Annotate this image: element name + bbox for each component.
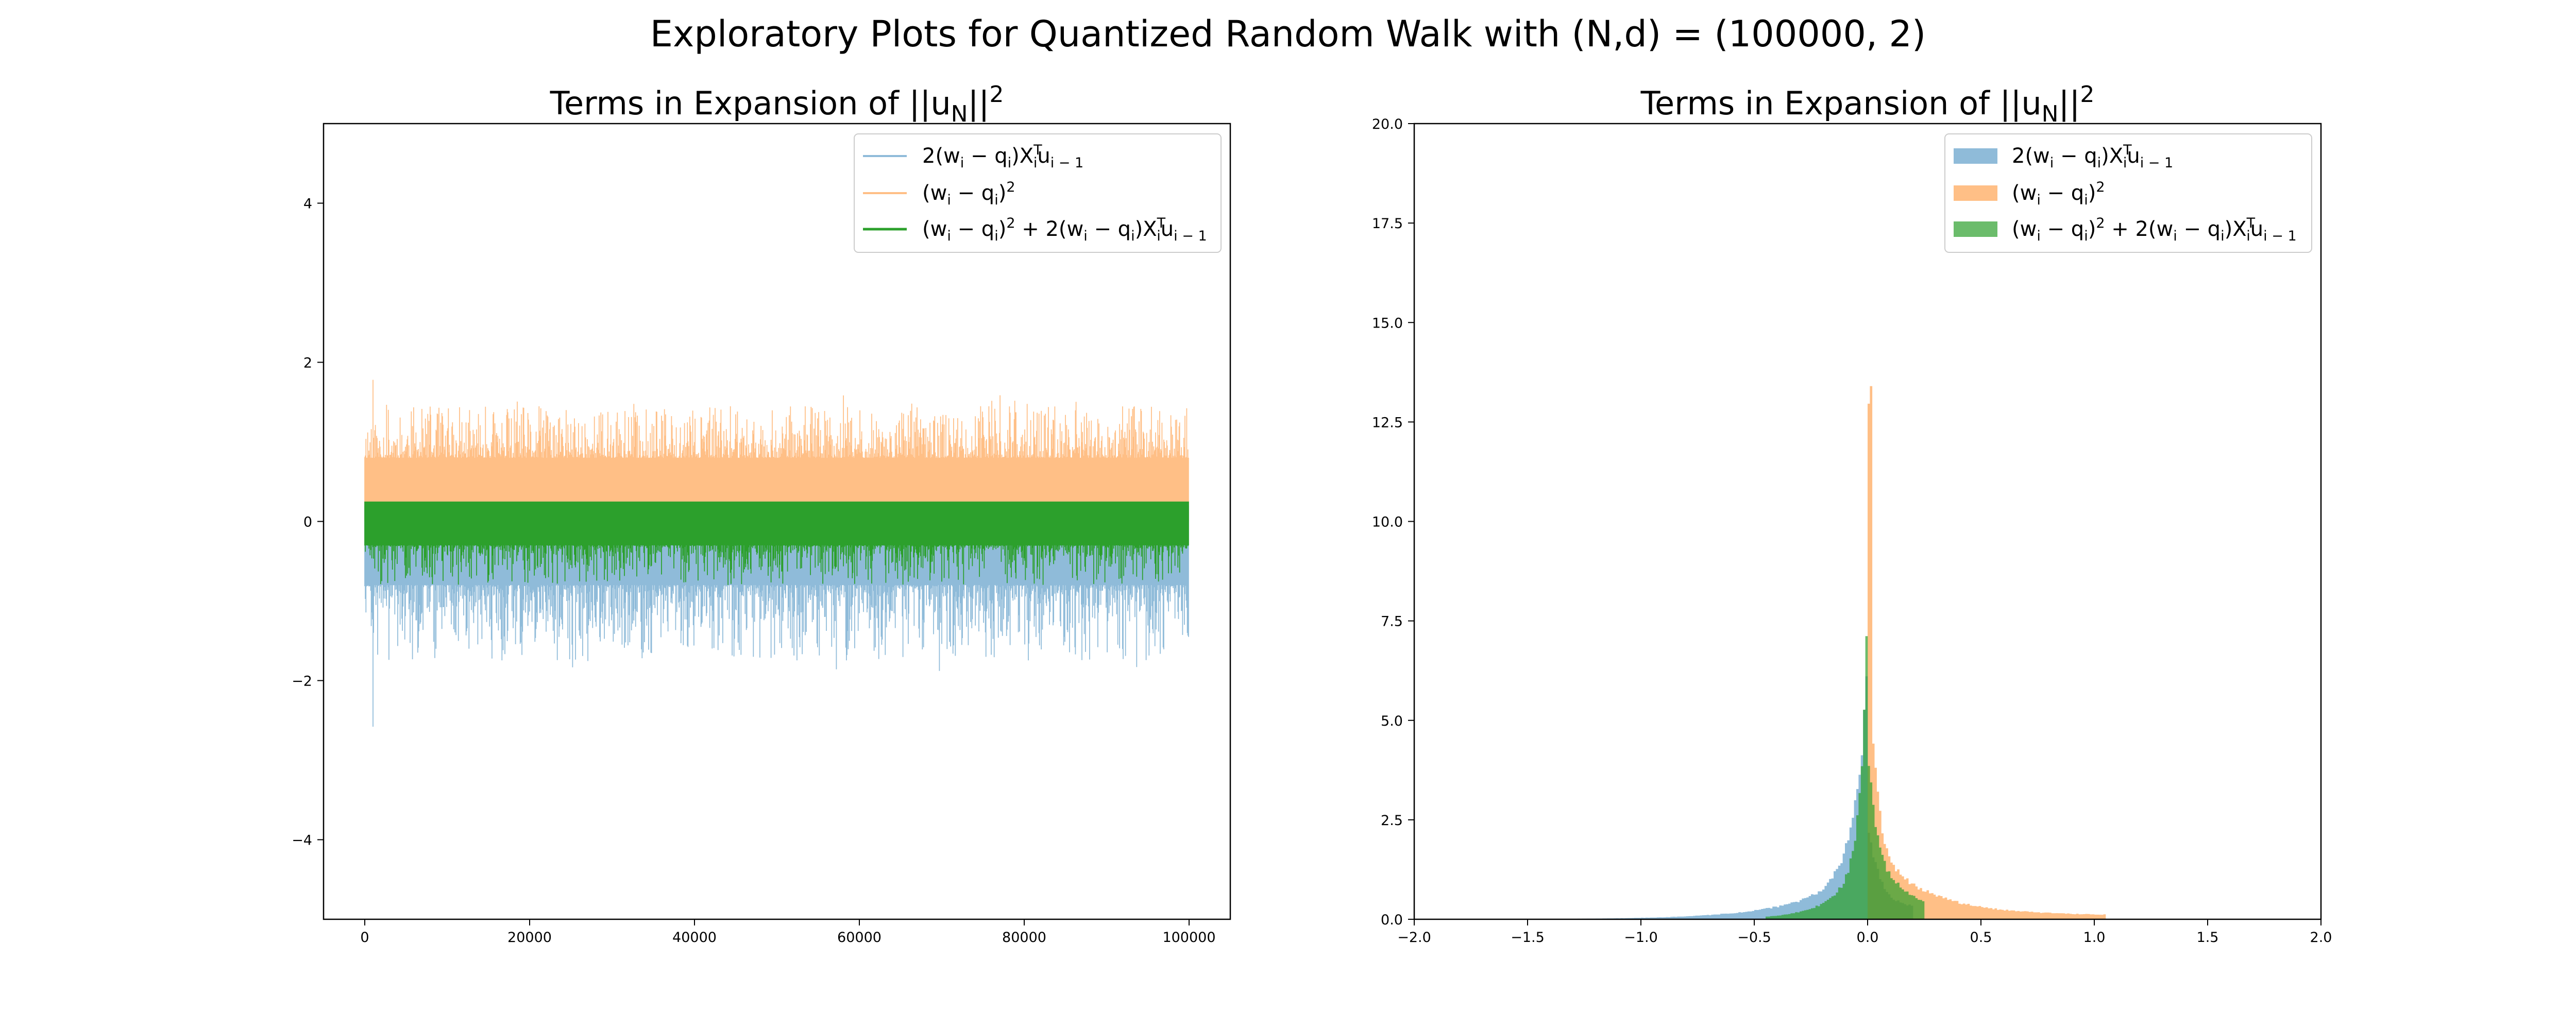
x-tick-label: 0.0 <box>1857 930 1879 946</box>
histogram-axes: −2.0 −1.5 −1.0 −0.5 0.0 0.5 1.0 1.5 2.0 0.0 2.5 5.0… <box>1372 116 2332 946</box>
x-tick-label: 80000 <box>1002 930 1046 946</box>
histogram-panel: Terms in Expansion of ||uN||2 −2.0 −1.5 −1… <box>1372 81 2332 946</box>
y-tick-label: 15.0 <box>1372 315 1403 331</box>
figure-suptitle: Exploratory Plots for Quantized Random W… <box>650 13 1926 55</box>
y-tick-label: 7.5 <box>1381 614 1403 630</box>
line-plot-panel: Terms in Expansion of ||uN||2 0 20000 4000… <box>292 81 1231 946</box>
x-tick-label: 100000 <box>1162 930 1215 946</box>
y-tick-label: 0 <box>303 514 312 530</box>
y-tick-label: 12.5 <box>1372 415 1403 431</box>
x-tick-label: 0 <box>360 930 369 946</box>
line-plot-title: Terms in Expansion of ||uN||2 <box>550 81 1004 127</box>
squared-term-line <box>364 380 1189 522</box>
x-tick-label: 20000 <box>507 930 552 946</box>
y-tick-label: 4 <box>303 196 312 212</box>
histogram-legend-label-cross-term: 2(wi − qi)XT iui − 1 <box>2012 142 2173 171</box>
histogram-legend-swatch-sum <box>1954 221 1997 237</box>
histogram-data <box>1550 386 2106 920</box>
histogram-title: Terms in Expansion of ||uN||2 <box>1640 81 2095 127</box>
line-plot-legend-label-squared-term: (wi − qi)2 <box>922 179 1015 208</box>
x-tick-label: 1.0 <box>2083 930 2106 946</box>
x-tick-label: 60000 <box>837 930 882 946</box>
x-tick-label: 1.5 <box>2197 930 2219 946</box>
x-tick-label: −2.0 <box>1397 930 1431 946</box>
x-tick-label: 2.0 <box>2310 930 2332 946</box>
line-plot-legend: 2(wi − qi)XT iui − 1 (wi − qi)2 (wi − qi)… <box>854 133 1222 253</box>
line-plot-data <box>364 380 1189 727</box>
histogram-legend-label-sum: (wi − qi)2 + 2(wi − qi)XT iui − 1 <box>2012 215 2297 244</box>
line-plot-legend-box <box>854 133 1222 253</box>
histogram-legend-swatch-squared-term <box>1954 185 1997 201</box>
histogram-legend-swatch-cross-term <box>1954 148 1997 164</box>
histogram-frame <box>1413 123 2322 920</box>
histogram-legend-box <box>1944 133 2312 253</box>
x-tick-label: −1.5 <box>1511 930 1545 946</box>
x-tick-label: −0.5 <box>1737 930 1771 946</box>
sum-line <box>364 501 1189 585</box>
line-plot-axes: 0 20000 40000 60000 80000 100000 −4 −2 0 2 4 <box>292 196 1215 946</box>
x-tick-label: −1.0 <box>1624 930 1658 946</box>
y-tick-label: −2 <box>292 674 312 690</box>
histogram-legend-label-squared-term: (wi − qi)2 <box>2012 179 2105 208</box>
y-tick-label: 2.5 <box>1381 813 1403 829</box>
y-tick-label: 17.5 <box>1372 216 1403 232</box>
x-tick-label: 0.5 <box>1970 930 1992 946</box>
y-tick-label: 2 <box>303 355 312 371</box>
y-tick-label: 5.0 <box>1381 713 1403 729</box>
line-plot-legend-label-cross-term: 2(wi − qi)XT iui − 1 <box>922 142 1083 171</box>
line-plot-frame <box>323 123 1231 920</box>
y-tick-label: 10.0 <box>1372 514 1403 530</box>
squared-term-histogram <box>1868 386 2106 920</box>
histogram-legend: 2(wi − qi)XT iui − 1 (wi − qi)2 (wi − qi)… <box>1944 133 2312 253</box>
y-tick-label: 0.0 <box>1381 912 1403 928</box>
x-tick-label: 40000 <box>672 930 717 946</box>
line-plot-legend-label-sum: (wi − qi)2 + 2(wi − qi)XT iui − 1 <box>922 215 1207 244</box>
y-tick-label: 20.0 <box>1372 116 1403 132</box>
y-tick-label: −4 <box>292 833 312 849</box>
